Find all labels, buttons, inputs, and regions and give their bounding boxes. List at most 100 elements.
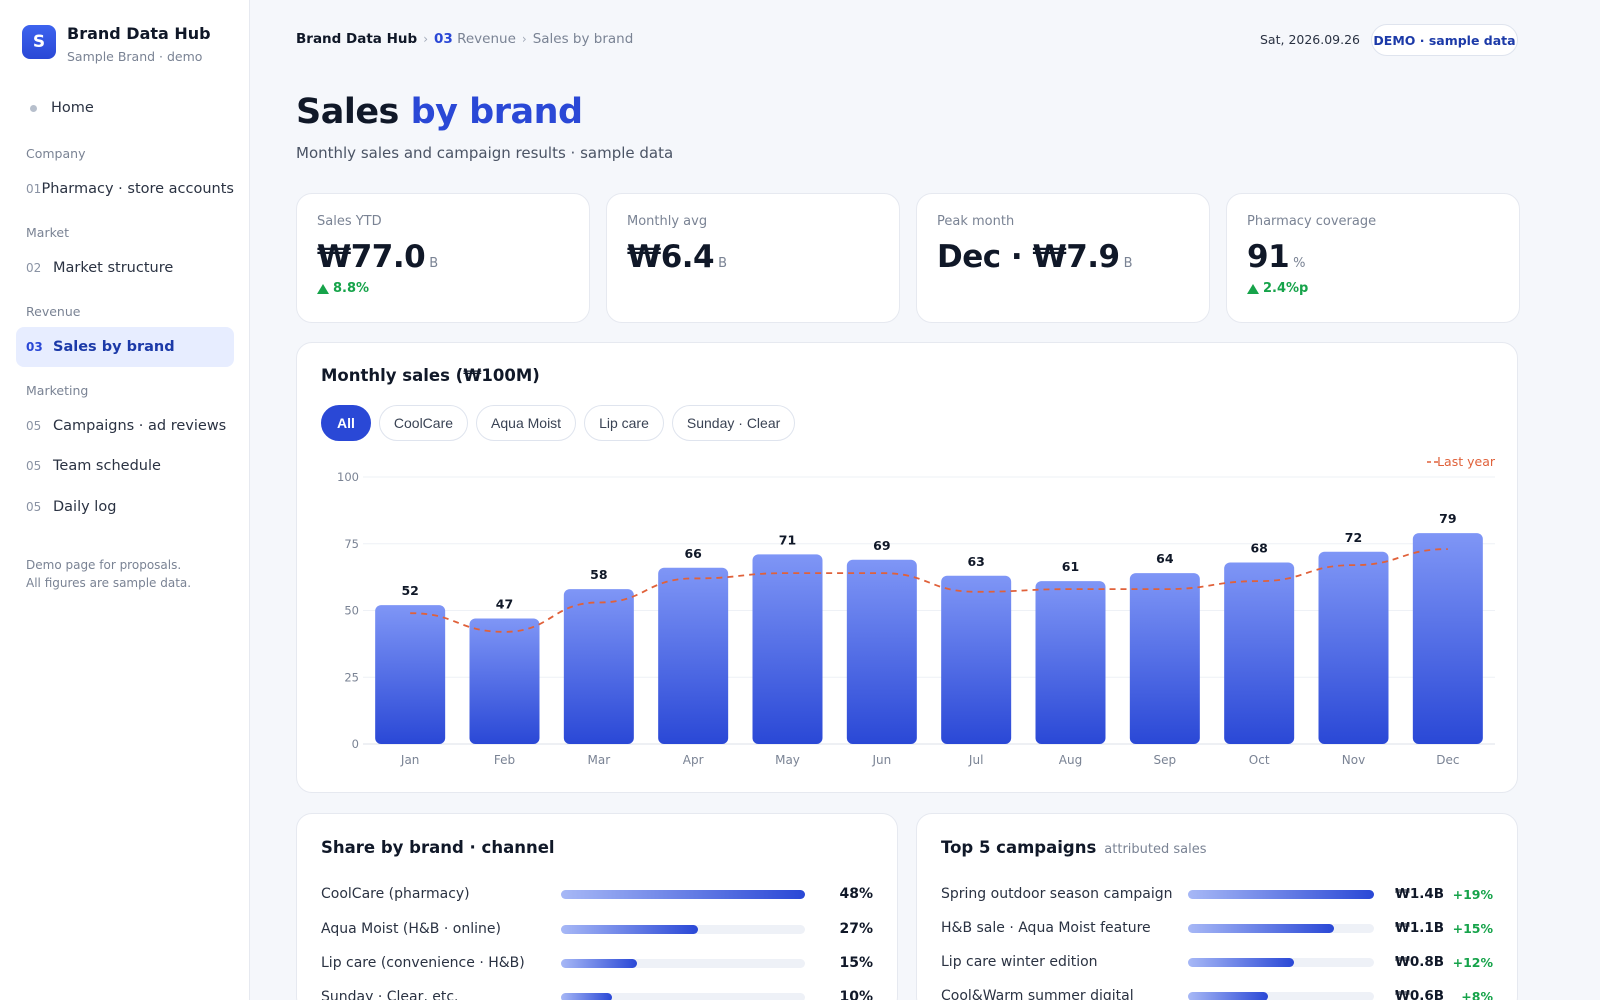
sidebar-item-number: 05 (26, 419, 42, 433)
campaign-row-label: H&B sale · Aqua Moist feature (941, 920, 1151, 936)
share-card-title: Share by brand · channel (321, 838, 555, 857)
sidebar-item-daily-log[interactable]: 05 Daily log (16, 487, 234, 527)
page-title-accent: by brand (410, 92, 583, 132)
x-tick-label: Oct (1249, 753, 1270, 767)
kpi-unit: B (429, 256, 439, 271)
kpi-card-sales-ytd: Sales YTD ₩77.0 B 8.8% (296, 193, 590, 323)
bar-value-label: 68 (1250, 540, 1267, 555)
share-bar-fill (561, 992, 612, 1000)
share-bar-fill (561, 889, 805, 899)
sidebar-item-team-schedule[interactable]: 05 Team schedule (16, 446, 234, 486)
x-tick-label: Aug (1059, 753, 1082, 767)
x-tick-label: Jun (871, 753, 891, 767)
sidebar-item-label: Daily log (53, 499, 117, 515)
sidebar-item-label: Campaigns · ad reviews (53, 418, 227, 434)
bar-value-label: 69 (873, 538, 890, 553)
chip-lip-care[interactable]: Lip care (584, 405, 664, 441)
bar-may (752, 554, 823, 744)
campaign-row-label: Cool&Warm summer digital (941, 988, 1134, 1000)
share-row-label: Aqua Moist (H&B · online) (321, 921, 501, 937)
kpi-value: 91 (1247, 239, 1290, 275)
chip-aqua-moist[interactable]: Aqua Moist (476, 405, 577, 441)
sidebar-item-label: Team schedule (53, 458, 161, 474)
campaign-row-change: +12% (1452, 954, 1493, 970)
brand-subtitle: Sample Brand · demo (67, 49, 203, 64)
sidebar-item-number: 05 (26, 500, 42, 514)
chip-coolcare[interactable]: CoolCare (378, 405, 469, 441)
brand-name: Brand Data Hub (67, 24, 211, 43)
campaign-bar-fill (1188, 889, 1374, 899)
share-row: Sunday · Clear, etc. 10% (321, 986, 873, 1000)
campaign-row-amount: ₩1.1B (1395, 920, 1445, 936)
bar-mar (563, 589, 634, 744)
breadcrumb-section[interactable]: Revenue (457, 31, 516, 47)
y-tick-label: 0 (352, 737, 359, 751)
kpi-card-peak-month: Peak month Dec · ₩7.9 B (916, 193, 1210, 323)
y-tick-label: 75 (344, 537, 359, 551)
campaign-row[interactable]: Spring outdoor season campaign ₩1.4B +19% (941, 883, 1493, 905)
campaigns-title: Top 5 campaigns (941, 838, 1097, 857)
campaign-bar-fill (1188, 923, 1335, 933)
chip-all[interactable]: All (321, 405, 371, 441)
breadcrumb-page: Sales by brand (532, 31, 634, 47)
y-tick-label: 100 (337, 470, 359, 484)
sidebar-item-market-structure[interactable]: 02 Market structure (16, 248, 234, 288)
campaign-bar-track (1188, 923, 1374, 933)
campaign-row-amount: ₩1.4B (1395, 886, 1445, 902)
sidebar-item-number: 02 (26, 261, 42, 275)
share-by-brand-card: Share by brand · channel CoolCare (pharm… (296, 813, 898, 1000)
chevron-right-icon: › (521, 32, 527, 46)
bar-value-label: 72 (1345, 530, 1362, 545)
campaign-row-change: +8% (1461, 988, 1493, 1000)
share-bar-track (561, 992, 805, 1000)
breadcrumb-root[interactable]: Brand Data Hub (296, 31, 418, 47)
top-campaigns-card: Top 5 campaigns attributed sales Spring o… (916, 813, 1518, 1000)
bar-value-label: 71 (779, 532, 796, 547)
sidebar-note-line: Demo page for proposals. (26, 558, 182, 572)
chip-sunday-clear[interactable]: Sunday · Clear (671, 405, 796, 441)
bar-jul (941, 575, 1012, 744)
share-row: Lip care (convenience · H&B) 15% (321, 952, 873, 974)
x-tick-label: May (775, 753, 800, 767)
sidebar-item-campaigns[interactable]: 05 Campaigns · ad reviews (16, 406, 234, 446)
kpi-unit: B (718, 256, 728, 271)
sidebar-note: Demo page for proposals. All figures are… (26, 556, 191, 592)
monthly-sales-card: 0 25 50 75 100 52 Jan 47 Feb 58 Mar 66 Apr 71 May 69 Jun… (296, 342, 1518, 793)
campaign-row[interactable]: Cool&Warm summer digital ₩0.6B +8% (941, 985, 1493, 1000)
brand[interactable]: S Brand Data Hub Sample Brand · demo (22, 24, 211, 64)
campaign-bar-track (1188, 889, 1374, 899)
kpi-label: Pharmacy coverage (1247, 214, 1377, 229)
sidebar-item-number: 03 (26, 340, 43, 354)
campaign-row[interactable]: Lip care winter edition ₩0.8B +12% (941, 951, 1493, 973)
share-row-pct: 27% (839, 921, 873, 937)
y-tick-label: 25 (344, 670, 359, 684)
brand-logo-icon: S (22, 25, 56, 59)
share-bar-track (561, 958, 805, 968)
x-tick-label: Apr (683, 753, 704, 767)
bar-value-label: 63 (967, 554, 984, 569)
campaign-row-amount: ₩0.8B (1395, 954, 1445, 970)
share-row-label: Lip care (convenience · H&B) (321, 955, 525, 971)
kpi-card-pharmacy-coverage: Pharmacy coverage 91% 2.4%p (1226, 193, 1520, 323)
campaign-bar-track (1188, 957, 1374, 967)
sidebar-item-number: 05 (26, 459, 42, 473)
kpi-value: Dec · ₩7.9 (937, 239, 1120, 275)
kpi-delta-value: 2.4%p (1263, 281, 1309, 296)
kpi-unit: % (1293, 256, 1306, 271)
bar-jan (375, 605, 446, 744)
kpi-label: Sales YTD (317, 214, 382, 229)
bar-sep (1129, 573, 1200, 744)
bar-jun (846, 559, 917, 744)
x-tick-label: Dec (1436, 753, 1459, 767)
share-bar-fill (561, 958, 638, 968)
campaign-row[interactable]: H&B sale · Aqua Moist feature ₩1.1B +15% (941, 917, 1493, 939)
bar-value-label: 61 (1062, 559, 1079, 574)
campaign-bar-track (1188, 991, 1374, 1000)
breadcrumb-section-number: 03 (434, 31, 453, 47)
sidebar-item-home[interactable]: Home (30, 100, 94, 116)
share-row-pct: 48% (839, 886, 873, 902)
sidebar-item-sales-by-brand[interactable]: 03 Sales by brand (16, 327, 234, 367)
sidebar-item-pharmacy-accounts[interactable]: 01 Pharmacy · store accounts (16, 169, 234, 209)
arrow-up-icon (1247, 283, 1259, 294)
sidebar-item-label: Sales by brand (53, 339, 175, 355)
